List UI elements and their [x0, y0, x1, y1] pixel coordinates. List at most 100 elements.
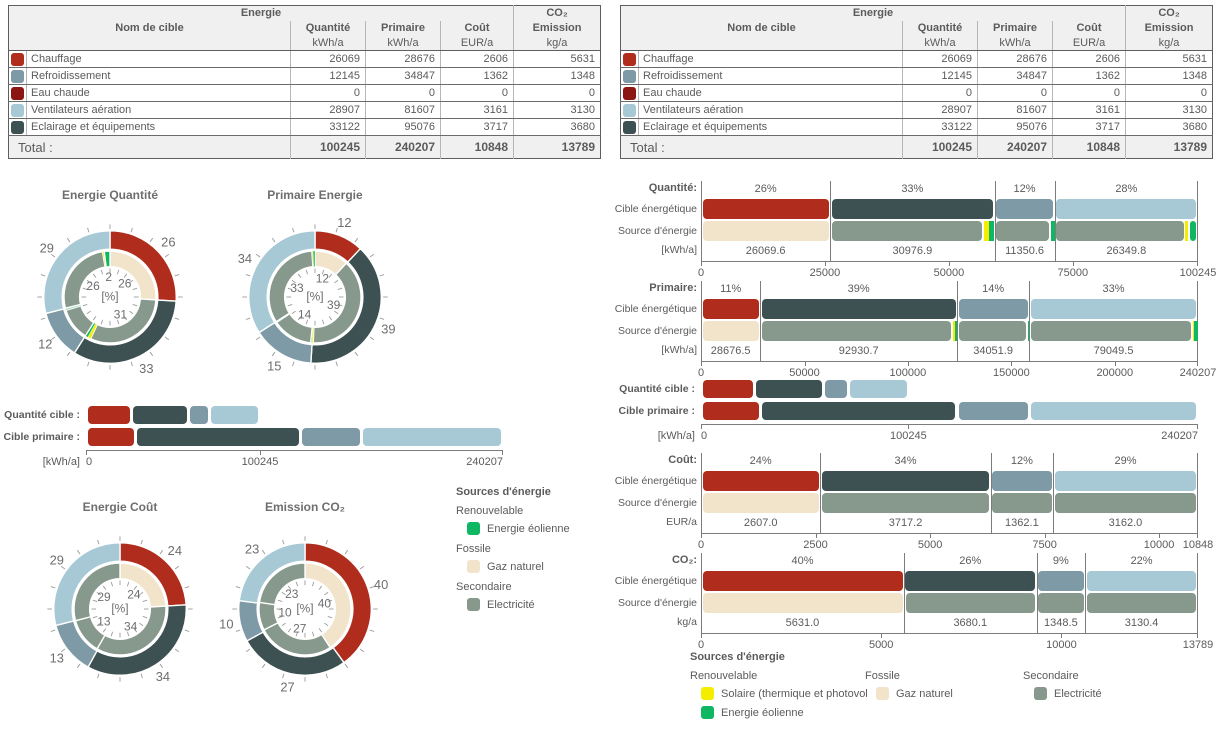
group-separator	[957, 281, 958, 361]
chart-label-column: Primaire: Cible énergétique Source d'éne…	[615, 281, 701, 381]
row-value: 95076	[977, 118, 1053, 136]
tick-mark	[102, 628, 107, 633]
donut-value-label: 2	[105, 270, 112, 284]
tick-mark	[354, 351, 359, 357]
value-label: 3130.4	[1124, 617, 1159, 629]
tick-mark	[271, 237, 276, 243]
axis-unit-label: EUR/a	[666, 516, 697, 528]
tick-mark	[130, 227, 133, 233]
tick-mark	[102, 585, 107, 590]
cible-bar-segment	[958, 299, 1028, 319]
axis-line	[701, 261, 1198, 262]
axis-tick	[1072, 262, 1074, 266]
chart-title: Coût:	[668, 454, 697, 466]
source-bar-segment	[1194, 321, 1198, 341]
table-header-primaire: Primaire	[977, 20, 1053, 36]
legend-group-heading: Renouvelable	[456, 505, 524, 517]
tick-mark	[245, 274, 251, 277]
tick-mark	[337, 303, 343, 307]
tick-mark	[311, 581, 315, 587]
tick-mark	[334, 279, 339, 284]
tick-mark	[66, 237, 71, 243]
donut-value-label: 40	[374, 577, 388, 592]
electricite-swatch	[1034, 687, 1047, 700]
tick-mark	[164, 253, 170, 258]
row-label: Cible énergétique	[614, 203, 697, 215]
tick-mark	[133, 628, 138, 633]
row-label: Source d'énergie	[617, 497, 697, 509]
tick-mark	[281, 591, 286, 596]
table-header-energie: Energie	[620, 5, 1126, 21]
donut-value-label: 39	[381, 321, 395, 336]
plot-area: 0 100245 240207	[86, 402, 503, 472]
tick-mark	[123, 273, 128, 278]
bar-segment	[958, 402, 1028, 420]
table-row: Refroidissement 12145 34847 1362 1348	[620, 67, 1213, 85]
axis-tick	[1114, 362, 1116, 366]
chart-title: Quantité:	[648, 182, 697, 194]
tick-mark	[321, 269, 325, 275]
tr-element: Nom de cible Quantité Primaire Coût Emission	[620, 20, 1213, 36]
table-header-energie: Energie	[8, 5, 514, 21]
legend-group-heading: Secondaire	[456, 581, 512, 593]
source-bar-segment	[992, 493, 1052, 513]
legend-item: Gaz naturel	[876, 686, 953, 701]
eolienne-swatch	[467, 522, 480, 535]
row-color-swatch	[623, 52, 636, 66]
energy-table-left: Energie CO₂ Nom de cible Quantité Primaire Co…	[8, 5, 602, 159]
value-label: 11350.6	[1005, 245, 1045, 257]
tick-mark	[174, 565, 180, 570]
row-label: Quantité cible :	[4, 409, 80, 421]
tick-mark	[116, 269, 120, 275]
chart-label-column: Quantité cible : Cible primaire : [kWh/a…	[618, 376, 701, 446]
row-name: Ventilateurs aération	[26, 101, 291, 119]
donut-value-label: 26	[118, 276, 132, 290]
row-value: 0	[513, 84, 601, 102]
tick-mark	[295, 631, 299, 637]
tick-mark	[110, 631, 114, 637]
row-value: 81607	[365, 101, 441, 119]
axis-tick-label: 100245	[890, 430, 927, 442]
bar-segment	[132, 406, 188, 424]
tick-mark	[86, 279, 91, 284]
bar-segment	[756, 380, 822, 398]
tick-mark	[324, 622, 329, 627]
cible-bar-segment	[761, 299, 956, 319]
donut-plot: 12 39 15 34 12 39 14 33 [%]	[220, 205, 410, 392]
axis-tick	[1011, 362, 1013, 366]
row-name: Refroidissement	[638, 67, 903, 85]
table-header-cout: Coût	[439, 20, 514, 36]
donut-value-label: 29	[97, 590, 111, 604]
row-value: 5631	[1125, 50, 1213, 68]
tick-mark	[139, 622, 144, 627]
tick-mark	[287, 628, 292, 633]
row-value: 0	[439, 84, 514, 102]
row-value: 2606	[439, 50, 514, 68]
td-element	[620, 101, 639, 119]
total-label: Total :	[620, 135, 903, 159]
unit-label: kWh/a	[290, 35, 366, 51]
value-label: 2607.0	[743, 517, 778, 529]
source-bar-segment	[1054, 493, 1197, 513]
td-element	[8, 35, 291, 51]
sources-legend-large: Sources d'énergie Renouvelable Solaire (th…	[690, 651, 1210, 730]
axis-tick	[908, 425, 910, 429]
bar-segment	[137, 428, 300, 446]
donut-value-label: 34	[124, 619, 138, 633]
table-header-quantite: Quantité	[902, 20, 978, 36]
legend-item: Energie éolienne	[701, 705, 868, 720]
tick-mark	[328, 316, 333, 321]
tick-mark	[337, 287, 343, 291]
percent-label: 26%	[754, 183, 777, 195]
row-label: Cible primaire :	[618, 405, 695, 417]
legend-item-label: Solaire (thermique et photovol	[721, 687, 868, 700]
tick-mark	[324, 591, 329, 596]
chart-label-column: CO₂: Cible énergétique Source d'énergie …	[615, 553, 701, 653]
sources-legend-small: Sources d'énergie Renouvelable Energie éol…	[456, 486, 646, 616]
chart-label-column: Coût: Cible énergétique Source d'énergie…	[615, 453, 701, 553]
tick-mark	[123, 316, 128, 321]
tick-mark	[86, 310, 91, 315]
tick-mark	[96, 591, 101, 596]
table-row: Eau chaude 0 0 0 0	[8, 84, 601, 102]
row-value: 3717	[1051, 118, 1126, 136]
